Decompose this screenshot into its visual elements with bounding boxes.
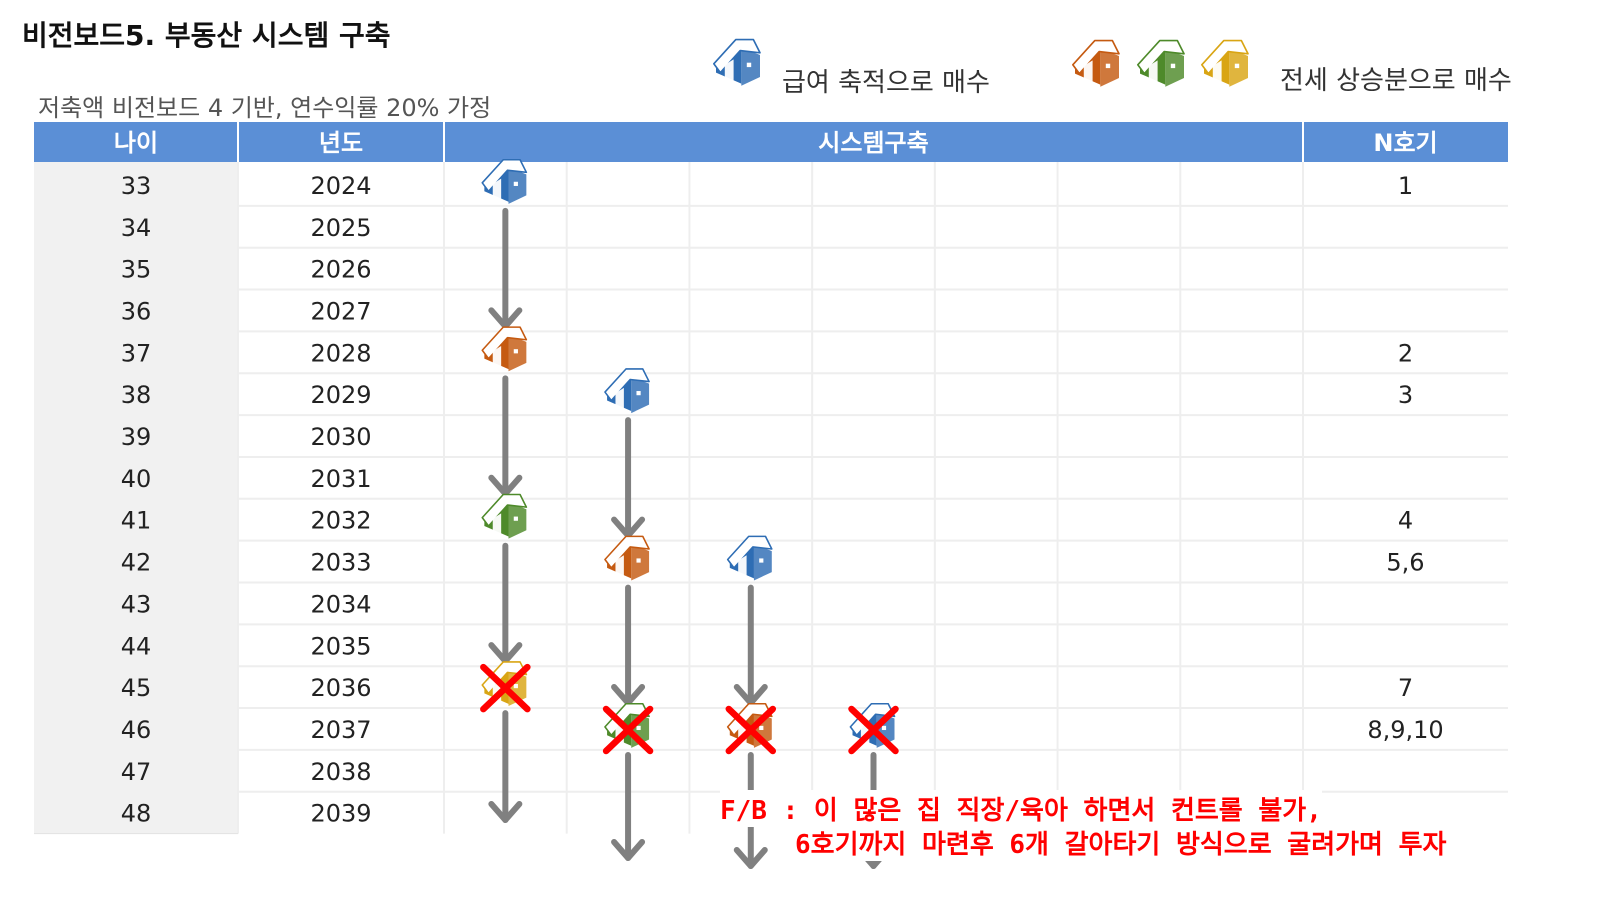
- cell-year: 2033: [310, 549, 371, 577]
- cell-age: 36: [121, 297, 152, 325]
- page-title: 비전보드5. 부동산 시스템 구축: [22, 19, 391, 52]
- arrow: [733, 584, 768, 706]
- cell-year: 2037: [310, 716, 371, 744]
- cross-mark: [602, 705, 654, 755]
- cell-year: 2025: [310, 214, 371, 242]
- cell-year: 2028: [310, 339, 371, 367]
- legend-house-icon-yellow: [1200, 39, 1249, 87]
- header-year: 년도: [319, 129, 363, 157]
- cell-year: 2039: [310, 800, 371, 828]
- cell-year: 2026: [310, 256, 371, 284]
- cell-year: 2027: [310, 297, 371, 325]
- cross-mark: [848, 705, 899, 755]
- subtitle: 저축액 비전보드 4 기반, 연수익률 20% 가정: [38, 94, 492, 122]
- arrow: [488, 207, 523, 330]
- cell-age: 39: [121, 423, 152, 451]
- cell-n: 7: [1398, 674, 1413, 702]
- legend-lease-label: 전세 상승분으로 매수: [1280, 66, 1512, 96]
- cell-age: 45: [121, 674, 152, 702]
- cell-n: 3: [1398, 381, 1413, 409]
- legend-house-icon-green: [1136, 39, 1185, 87]
- cell-age: 46: [121, 716, 152, 744]
- house-icon: [604, 535, 650, 581]
- cell-year: 2034: [310, 590, 371, 618]
- cell-year: 2030: [310, 423, 371, 451]
- cross-mark: [725, 705, 777, 755]
- cell-age: 37: [121, 339, 152, 367]
- cell-age: 34: [121, 214, 152, 242]
- cell-age: 33: [121, 172, 152, 200]
- cell-age: 38: [121, 381, 152, 409]
- cell-year: 2036: [310, 674, 371, 702]
- cross-mark: [480, 663, 531, 713]
- table-header-bg: [34, 122, 1508, 162]
- arrow: [611, 751, 646, 861]
- header-system: 시스템구축: [818, 129, 928, 157]
- cell-age: 43: [121, 590, 152, 618]
- cell-age: 40: [121, 465, 152, 493]
- house-icon: [481, 493, 528, 539]
- cell-year: 2038: [310, 758, 371, 786]
- cell-age: 44: [121, 632, 152, 660]
- cell-age: 41: [121, 507, 152, 535]
- cell-n: 1: [1398, 172, 1413, 200]
- house-icon: [481, 158, 528, 204]
- arrow: [488, 710, 523, 823]
- cell-year: 2024: [310, 172, 371, 200]
- legend-house-icon-orange: [1071, 39, 1120, 87]
- arrow: [488, 375, 523, 497]
- cell-year: 2032: [310, 507, 371, 535]
- cell-age: 35: [121, 256, 152, 284]
- cell-n: 5,6: [1386, 549, 1424, 577]
- cell-n: 4: [1398, 507, 1413, 535]
- arrow: [611, 584, 646, 706]
- legend-salary-label: 급여 축적으로 매수: [782, 68, 990, 98]
- age-column-bg: [34, 162, 238, 834]
- cell-age: 42: [121, 549, 152, 577]
- cell-n: 2: [1398, 339, 1413, 367]
- header-age: 나이: [114, 129, 158, 157]
- feedback-line-2: 6호기까지 마련후 6개 갈아타기 방식으로 굴려가며 투자: [795, 824, 1447, 861]
- cell-year: 2029: [310, 381, 371, 409]
- cell-age: 48: [121, 800, 152, 828]
- feedback-line-1: F/B : 이 많은 집 직장/육아 하면서 컨트롤 불가,: [720, 790, 1322, 827]
- cell-n: 8,9,10: [1367, 716, 1443, 744]
- cell-year: 2031: [310, 465, 371, 493]
- house-icon: [726, 535, 773, 581]
- cell-year: 2035: [310, 632, 371, 660]
- house-icon: [604, 368, 650, 414]
- arrow: [611, 417, 646, 539]
- house-icon: [481, 326, 528, 372]
- legend-house-icon-blue: [712, 38, 761, 86]
- arrow: [488, 542, 523, 665]
- cell-age: 47: [121, 758, 152, 786]
- header-n: N호기: [1373, 129, 1437, 157]
